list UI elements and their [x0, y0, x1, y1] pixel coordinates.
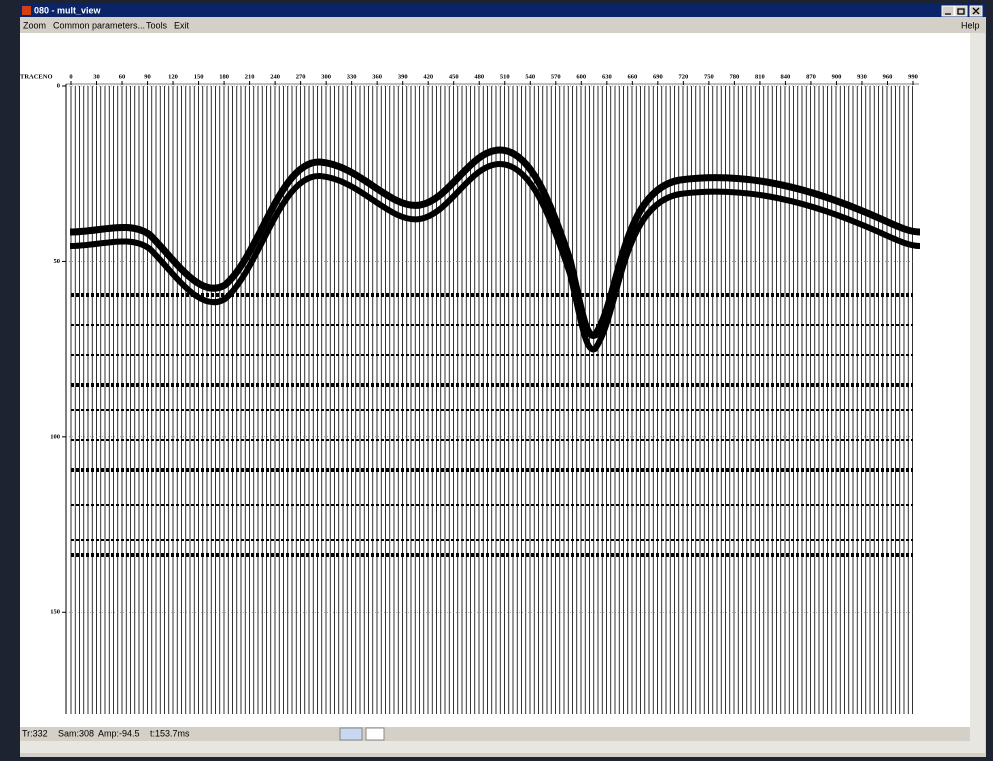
x-tick-label: 600: [576, 73, 586, 80]
x-tick-label: 690: [653, 73, 663, 80]
app-icon: [22, 6, 31, 15]
horizontal-scrollbar[interactable]: [20, 741, 985, 753]
menu-item[interactable]: Common parameters...: [53, 20, 145, 30]
x-tick-label: 120: [168, 73, 178, 80]
x-tick-label: 360: [372, 73, 382, 80]
menu-item[interactable]: Tools: [146, 20, 168, 30]
x-tick-label: 390: [398, 73, 408, 80]
menu-item[interactable]: Help: [961, 20, 980, 30]
menu-item[interactable]: Exit: [174, 20, 190, 30]
x-tick-label: 630: [602, 73, 612, 80]
y-tick-label: 50: [54, 258, 61, 265]
y-tick-label: 100: [50, 433, 60, 440]
x-tick-label: 720: [678, 73, 688, 80]
window-controls[interactable]: [941, 5, 983, 17]
x-tick-label: 480: [474, 73, 484, 80]
x-tick-label: 570: [551, 73, 561, 80]
menu-item[interactable]: Zoom: [23, 20, 46, 30]
status-bar: [20, 727, 970, 741]
x-tick-label: 660: [627, 73, 637, 80]
toolbar-icon[interactable]: [339, 727, 363, 741]
x-tick-label: 300: [321, 73, 331, 80]
x-tick-label: 0: [69, 73, 72, 80]
x-tick-label: 990: [908, 73, 918, 80]
x-tick-label: 90: [144, 73, 151, 80]
status-text: Tr:332: [22, 728, 48, 738]
x-tick-label: 870: [806, 73, 816, 80]
x-tick-label: 900: [832, 73, 842, 80]
x-tick-label: 810: [755, 73, 765, 80]
minimize-button[interactable]: [941, 5, 955, 17]
x-tick-label: 330: [347, 73, 357, 80]
title-bar: [20, 4, 986, 17]
vertical-scrollbar[interactable]: [970, 33, 985, 741]
maximize-button[interactable]: [954, 5, 968, 17]
menu-bar: [20, 17, 986, 33]
x-tick-label: 930: [857, 73, 867, 80]
status-text: Sam:308: [58, 728, 94, 738]
status-text: Amp:-94.5: [98, 728, 140, 738]
x-tick-label: 510: [500, 73, 510, 80]
x-tick-label: 150: [194, 73, 204, 80]
x-tick-label: 540: [525, 73, 535, 80]
reflector-horizon: [69, 160, 921, 353]
y-tick-label: 150: [50, 609, 60, 616]
x-tick-label: 750: [704, 73, 714, 80]
x-axis-label: TRACENO: [20, 73, 53, 80]
window-title: 080 - mult_view: [34, 5, 102, 15]
toolbar-icon[interactable]: [365, 727, 385, 741]
x-tick-label: 210: [245, 73, 255, 80]
x-tick-label: 420: [423, 73, 433, 80]
x-tick-label: 60: [119, 73, 126, 80]
x-tick-label: 180: [219, 73, 229, 80]
x-tick-label: 240: [270, 73, 280, 80]
seismic-traces: [70, 86, 913, 714]
x-tick-label: 450: [449, 73, 459, 80]
seismic-plot: TRACENO 0 30 60 90 120 150 180 210 240 270 300 330 36…: [20, 73, 919, 714]
x-tick-label: 780: [730, 73, 740, 80]
x-tick-label: 270: [296, 73, 306, 80]
x-tick-label: 960: [883, 73, 893, 80]
status-text: t:153.7ms: [150, 728, 190, 738]
x-tick-label: 840: [781, 73, 791, 80]
x-tick-label: 30: [93, 73, 100, 80]
reflector-horizon: [69, 146, 921, 339]
y-tick-label: 0: [57, 82, 60, 89]
